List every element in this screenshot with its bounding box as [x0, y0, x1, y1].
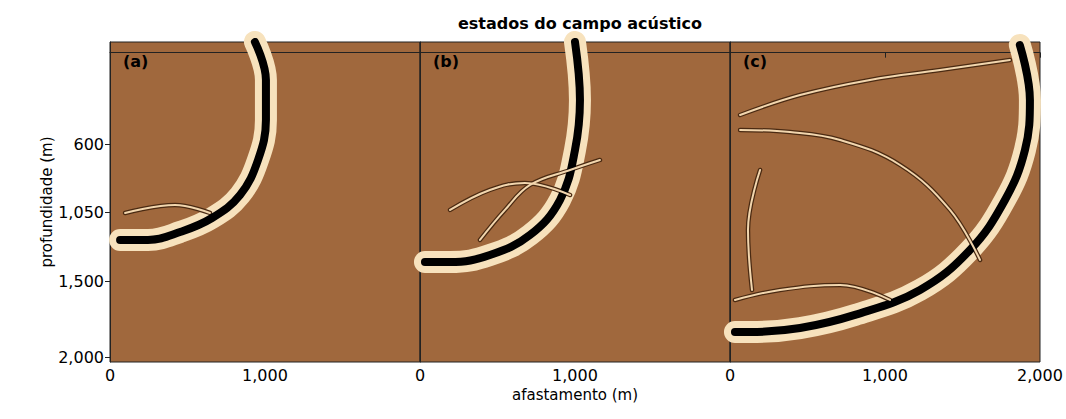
svg-text:1,500: 1,500	[58, 272, 104, 291]
svg-text:0: 0	[105, 366, 115, 385]
svg-text:(c): (c)	[743, 52, 767, 71]
svg-text:(a): (a)	[123, 52, 148, 71]
svg-text:profundidade (m): profundidade (m)	[38, 136, 56, 267]
svg-text:600: 600	[73, 135, 104, 154]
svg-text:1,000: 1,000	[862, 366, 908, 385]
svg-text:1,050: 1,050	[58, 203, 104, 222]
svg-text:2,000: 2,000	[58, 348, 104, 367]
svg-text:(b): (b)	[433, 52, 459, 71]
svg-text:1,000: 1,000	[552, 366, 598, 385]
svg-text:afastamento (m): afastamento (m)	[512, 386, 638, 404]
svg-text:0: 0	[415, 366, 425, 385]
svg-text:estados do campo acústico: estados do campo acústico	[458, 14, 702, 33]
svg-text:2,000: 2,000	[1017, 366, 1063, 385]
svg-text:1,000: 1,000	[242, 366, 288, 385]
svg-text:0: 0	[725, 366, 735, 385]
